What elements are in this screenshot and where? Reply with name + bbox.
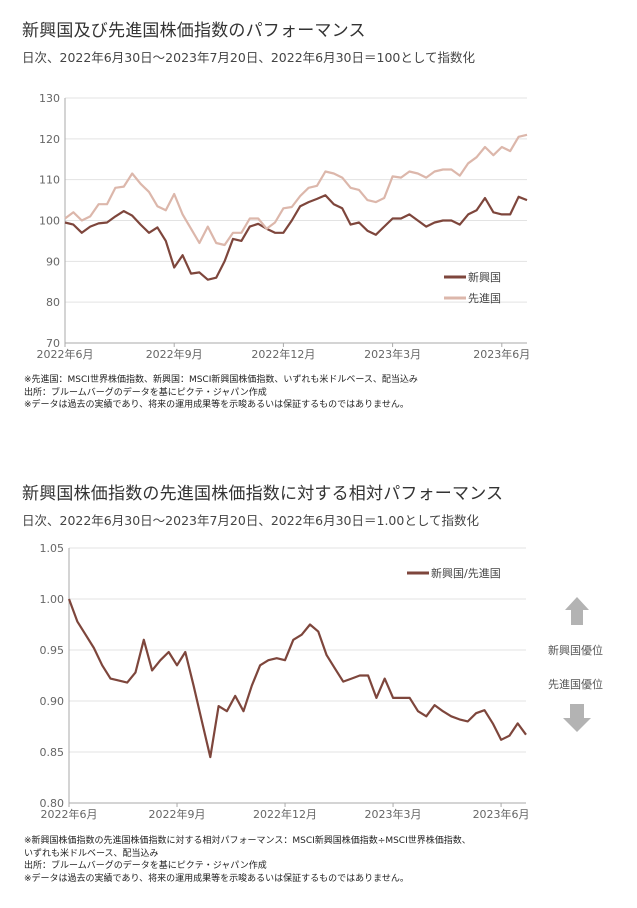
x-tick-label: 2023年3月 bbox=[364, 347, 421, 361]
chart1-note: ※先進国：MSCI世界株価指数、新興国：MSCI新興国株価指数、いずれも米ドルベ… bbox=[24, 375, 418, 385]
x-tick-label: 2022年6月 bbox=[37, 347, 94, 361]
chart2-note: いずれも米ドルベース、配当込み bbox=[24, 848, 159, 859]
emerging-advantage-label: 新興国優位 bbox=[548, 644, 603, 657]
chart1-chart: 70 80 90 100 110 120 130 2022年6月 2022年9月 2022年12月… bbox=[37, 92, 531, 361]
y-tick-label: 1.05 bbox=[40, 542, 65, 555]
chart1-series-line-0 bbox=[64, 194, 528, 281]
y-tick-label: 110 bbox=[39, 174, 60, 187]
y-tick-label: 70 bbox=[46, 337, 60, 350]
chart2-note: ※データは過去の実績であり、将来の運用成果等を示唆あるいは保証するものではありま… bbox=[24, 873, 409, 884]
arrow-down-icon bbox=[563, 704, 591, 732]
x-tick-label: 2022年12月 bbox=[253, 807, 317, 821]
y-tick-label: 80 bbox=[46, 296, 60, 309]
x-tick-label: 2023年6月 bbox=[473, 807, 530, 821]
chart2-chart: 0.80 0.85 0.90 0.95 1.00 1.05 2022年6月 2022年9月 20… bbox=[40, 542, 530, 821]
x-tick-label: 2022年9月 bbox=[149, 807, 206, 821]
chart2-notes: ※新興国株価指数の先進国株価指数に対する相対パフォーマンス：MSCI新興国株価指… bbox=[24, 835, 471, 885]
y-tick-label: 0.90 bbox=[40, 695, 65, 708]
x-tick-label: 2022年6月 bbox=[41, 807, 98, 821]
chart1-series-line-1 bbox=[64, 133, 528, 247]
y-tick-label: 1.00 bbox=[40, 593, 65, 606]
chart2-note: 出所：ブルームバーグのデータを基にピクテ・ジャパン作成 bbox=[24, 861, 267, 872]
legend-label: 先進国 bbox=[468, 292, 501, 305]
x-tick-label: 2023年3月 bbox=[365, 807, 422, 821]
chart1-note: 出所：ブルームバーグのデータを基にピクテ・ジャパン作成 bbox=[24, 387, 267, 398]
legend-label: 新興国 bbox=[468, 270, 501, 284]
legend-label: 新興国/先進国 bbox=[431, 566, 501, 580]
y-tick-label: 90 bbox=[46, 255, 60, 268]
chart2-series-line-0 bbox=[67, 598, 527, 759]
chart1-title: 新興国及び先進国株価指数のパフォーマンス bbox=[22, 21, 366, 41]
x-tick-label: 2022年9月 bbox=[146, 347, 203, 361]
chart2-title: 新興国株価指数の先進国株価指数に対する相対パフォーマンス bbox=[22, 484, 504, 504]
developed-advantage-label: 先進国優位 bbox=[548, 678, 603, 691]
chart1-subtitle: 日次、2022年6月30日～2023年7月20日、2022年6月30日＝100と… bbox=[22, 50, 475, 65]
chart1-notes: ※先進国：MSCI世界株価指数、新興国：MSCI新興国株価指数、いずれも米ドルベ… bbox=[24, 374, 418, 412]
chart2-subtitle: 日次、2022年6月30日～2023年7月20日、2022年6月30日＝1.00… bbox=[22, 513, 479, 528]
y-tick-label: 0.85 bbox=[40, 746, 65, 759]
y-tick-label: 130 bbox=[39, 92, 60, 105]
x-tick-label: 2022年12月 bbox=[251, 347, 315, 361]
y-tick-label: 120 bbox=[39, 133, 60, 146]
y-tick-label: 0.80 bbox=[40, 797, 65, 810]
x-tick-label: 2023年6月 bbox=[473, 347, 530, 361]
chart1-note: ※データは過去の実績であり、将来の運用成果等を示唆あるいは保証するものではありま… bbox=[24, 400, 409, 411]
chart2-note: ※新興国株価指数の先進国株価指数に対する相対パフォーマンス：MSCI新興国株価指… bbox=[24, 836, 471, 846]
arrow-up-icon bbox=[565, 597, 589, 625]
y-tick-label: 100 bbox=[39, 215, 60, 228]
y-tick-label: 0.95 bbox=[40, 644, 65, 657]
